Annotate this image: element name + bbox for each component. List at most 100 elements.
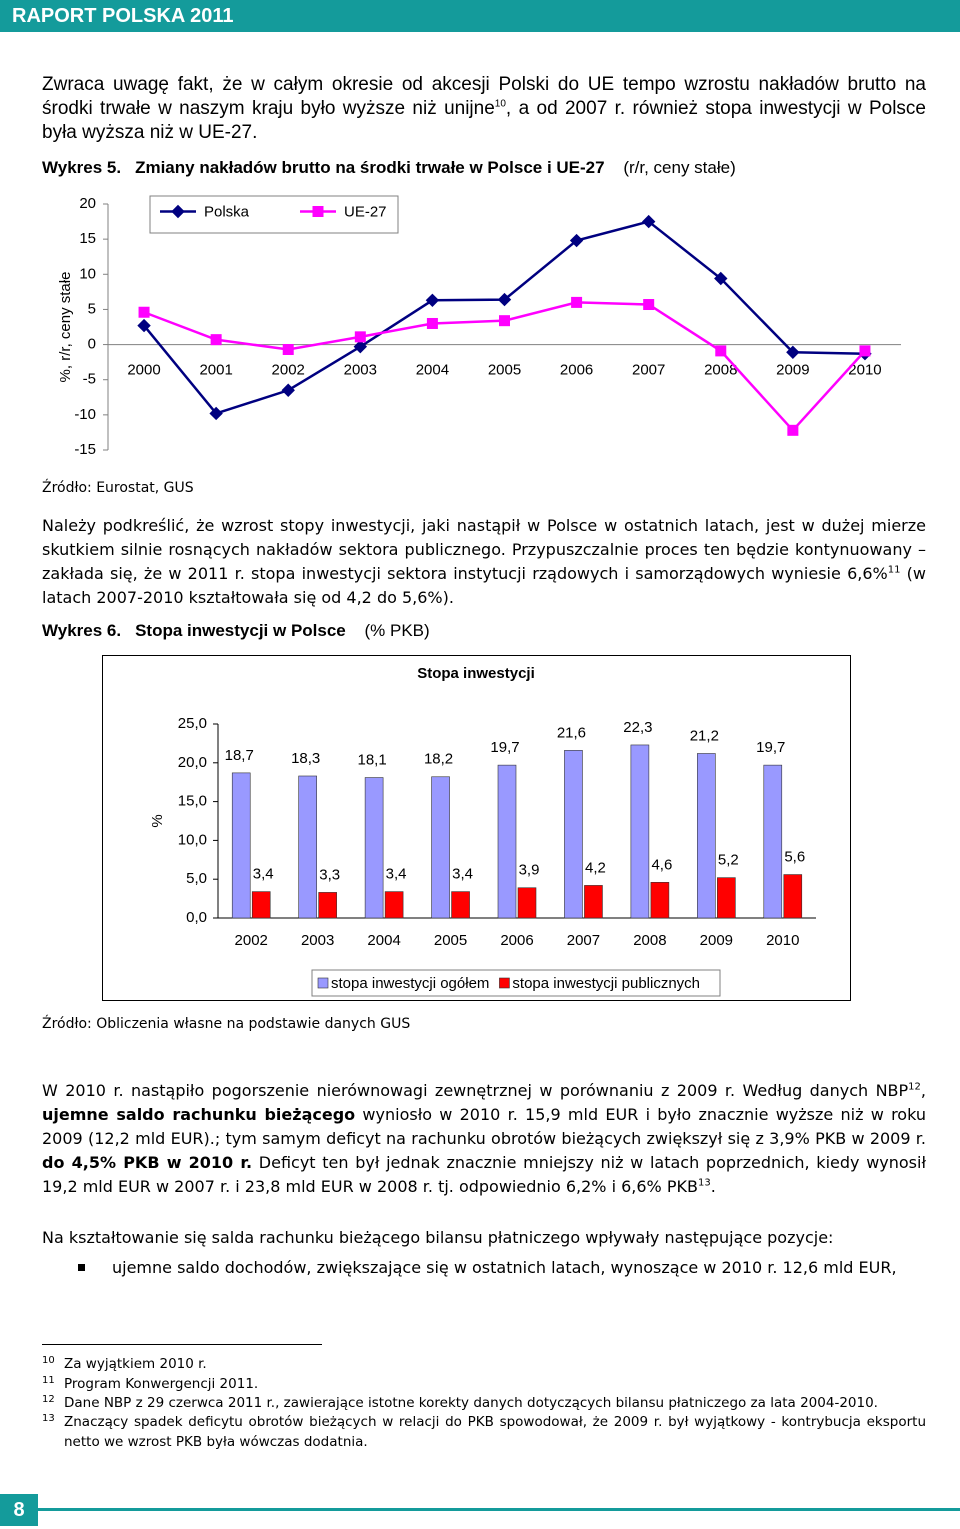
marker — [426, 317, 438, 329]
data-label: 4,6 — [651, 856, 672, 873]
bar — [763, 764, 783, 919]
paragraph: Zwraca uwagę fakt, że w całym okresie od… — [42, 73, 926, 145]
bold-text: ujemne saldo rachunku bieżącego — [42, 1105, 356, 1124]
bar — [451, 891, 470, 919]
footnote: 11 Program Konwergencji 2011. — [42, 1375, 926, 1395]
y-tick-label: 10,0 — [178, 831, 207, 848]
y-tick-label: 25,0 — [178, 715, 207, 732]
marker — [425, 293, 440, 307]
x-tick-label: 2010 — [766, 932, 799, 949]
caption-title: Zmiany nakładów brutto na środki trwałe … — [135, 158, 605, 177]
marker — [171, 204, 185, 219]
legend-swatch — [317, 977, 329, 989]
text: , a od 2007 r. również stopa inwestycji … — [42, 98, 927, 143]
bar — [630, 744, 650, 919]
data-label: 19,7 — [756, 739, 785, 756]
footnote-ref: 10 — [494, 98, 506, 110]
footnote-number: 10 — [42, 1355, 55, 1366]
marker — [353, 339, 368, 354]
bar — [783, 874, 803, 919]
x-tick-label: 2006 — [560, 362, 593, 379]
bar — [431, 776, 450, 919]
marker — [282, 343, 294, 355]
bar — [251, 891, 271, 919]
marker — [281, 383, 295, 397]
data-label: 21,6 — [557, 724, 586, 741]
bullet-mark — [78, 1264, 85, 1271]
x-tick-label: 2005 — [488, 362, 521, 379]
data-label: 3,4 — [452, 866, 473, 883]
data-label: 4,2 — [585, 859, 606, 876]
marker — [715, 345, 727, 357]
legend-label: stopa inwestycji publicznych — [512, 975, 700, 992]
caption-label: Wykres 5. — [42, 158, 122, 177]
chart: 0,0 5,0 10,0 15,0 20,0 25,0% 2002 2003 2004 2005 2… — [102, 655, 851, 1001]
legend-label: Polska — [204, 203, 250, 220]
x-tick-label: 2004 — [416, 362, 449, 379]
x-tick-label: 2007 — [632, 362, 665, 379]
footnote-text: Znaczący spadek deficytu obrotów bieżący… — [64, 1414, 926, 1450]
figure-caption: Wykres 5. Zmiany nakładów brutto na środk… — [42, 158, 736, 178]
y-tick-label: 20,0 — [178, 754, 207, 771]
marker — [497, 292, 512, 307]
data-label: 3,4 — [253, 866, 274, 883]
bar — [231, 772, 251, 919]
y-tick-label: 5,0 — [186, 870, 207, 887]
bar — [318, 892, 337, 919]
x-tick-label: 2008 — [633, 932, 666, 949]
footnote-text: Program Konwergencji 2011. — [64, 1376, 259, 1392]
x-tick-label: 2006 — [500, 932, 533, 949]
x-tick-label: 2005 — [434, 932, 467, 949]
y-tick-label: 20 — [79, 195, 96, 212]
legend-swatch — [499, 977, 510, 989]
y-tick-label: -15 — [74, 441, 96, 458]
footnote-ref: 12 — [908, 1081, 921, 1093]
y-tick-label: 10 — [79, 265, 96, 282]
footer-line — [38, 1508, 960, 1511]
x-tick-label: 2002 — [272, 362, 305, 379]
footnote-rule — [42, 1344, 322, 1345]
footnote-ref: 13 — [697, 1177, 711, 1189]
bar — [697, 753, 716, 919]
y-tick-label: 15 — [79, 230, 96, 247]
marker — [571, 296, 583, 308]
header-bar: RAPORT POLSKA 2011 — [0, 0, 960, 32]
marker — [354, 331, 366, 343]
x-tick-label: 2004 — [367, 932, 400, 949]
page-number: 8 — [0, 1494, 38, 1526]
legend-label: stopa inwestycji ogółem — [331, 975, 489, 992]
data-label: 3,9 — [519, 862, 540, 879]
x-tick-label: 2002 — [235, 932, 268, 949]
x-tick-label: 2003 — [301, 932, 334, 949]
paragraph: Na kształtowanie się salda rachunku bież… — [42, 1226, 926, 1250]
y-tick-label: 15,0 — [178, 793, 207, 810]
caption-label: Wykres 6. — [42, 621, 122, 640]
data-label: 18,3 — [291, 750, 320, 767]
data-label: 21,2 — [690, 727, 719, 744]
bar — [564, 750, 583, 919]
footnote: 10 Za wyjątkiem 2010 r. — [42, 1355, 926, 1375]
text: Zwraca uwagę fakt, że w całym okresie od… — [42, 74, 926, 119]
paragraph: Należy podkreślić, że wzrost stopy inwes… — [42, 514, 926, 610]
bar — [497, 764, 517, 919]
bold-text: do 4,5% PKB w 2010 r. — [42, 1153, 253, 1172]
text: W 2010 r. nastąpiło pogorszenie nierówno… — [42, 1081, 909, 1100]
footnote-number: 12 — [42, 1394, 55, 1405]
marker — [312, 206, 324, 217]
marker — [787, 424, 799, 436]
data-label: 5,2 — [718, 852, 739, 869]
x-tick-label: 2009 — [776, 362, 809, 379]
x-tick-label: 2008 — [704, 362, 737, 379]
marker — [859, 345, 871, 357]
caption-note: (r/r, ceny stałe) — [623, 158, 736, 177]
data-label: 19,7 — [490, 739, 519, 756]
bar — [650, 882, 670, 919]
y-tick-label: -5 — [83, 371, 96, 388]
y-tick-label: 0 — [88, 336, 96, 353]
y-tick-label: 0,0 — [186, 909, 207, 926]
footnote-number: 11 — [42, 1375, 55, 1386]
marker — [138, 306, 150, 318]
x-tick-label: 2007 — [567, 932, 600, 949]
marker — [569, 233, 584, 248]
chart-frame — [102, 655, 851, 1001]
